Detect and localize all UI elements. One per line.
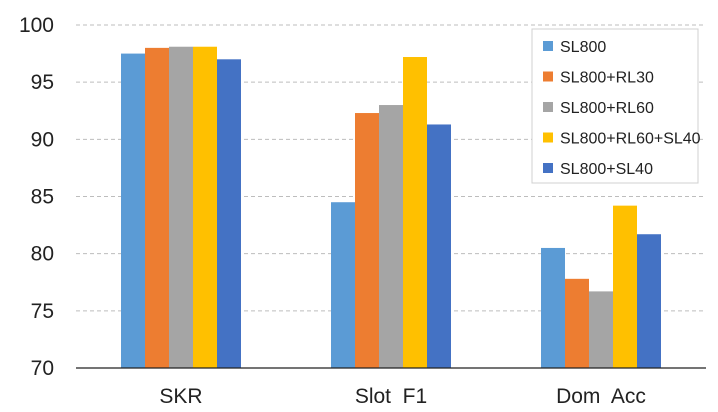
legend-swatch	[543, 163, 553, 173]
bar	[331, 202, 355, 368]
y-axis-tick-labels: 70 75 80 85 90 95 100	[19, 14, 54, 380]
legend-swatch	[543, 133, 553, 143]
y-tick-label: 95	[31, 71, 54, 94]
y-tick-label: 90	[31, 128, 54, 151]
bar	[217, 59, 241, 368]
bar	[637, 234, 661, 368]
bar	[589, 291, 613, 368]
x-category-label: Dom Acc	[556, 385, 646, 408]
legend-swatch	[543, 72, 553, 82]
legend-label: SL800	[560, 39, 606, 56]
legend-label: SL800+RL60	[560, 100, 654, 117]
bar	[541, 248, 565, 368]
bar	[193, 47, 217, 368]
bar	[145, 48, 169, 368]
legend: SL800 SL800+RL30 SL800+RL60 SL800+RL60+SL40…	[532, 29, 701, 183]
y-tick-label: 85	[31, 186, 54, 209]
bar	[121, 54, 145, 368]
bar	[169, 47, 193, 368]
bar	[379, 105, 403, 368]
bar	[427, 124, 451, 368]
y-tick-label: 70	[31, 357, 54, 380]
bar	[403, 57, 427, 368]
legend-label: SL800+SL40	[560, 161, 653, 178]
legend-label: SL800+RL60+SL40	[560, 131, 701, 148]
legend-swatch	[543, 41, 553, 51]
bar	[613, 206, 637, 368]
y-tick-label: 80	[31, 243, 54, 266]
x-category-label: Slot F1	[355, 385, 427, 408]
bar	[565, 279, 589, 368]
y-tick-label: 100	[19, 14, 54, 37]
bar	[355, 113, 379, 368]
legend-swatch	[543, 102, 553, 112]
y-tick-label: 75	[31, 300, 54, 323]
legend-label: SL800+RL30	[560, 70, 654, 87]
x-category-label: SKR	[159, 385, 202, 408]
x-axis-category-labels: SKR Slot F1 Dom Acc	[159, 385, 646, 408]
